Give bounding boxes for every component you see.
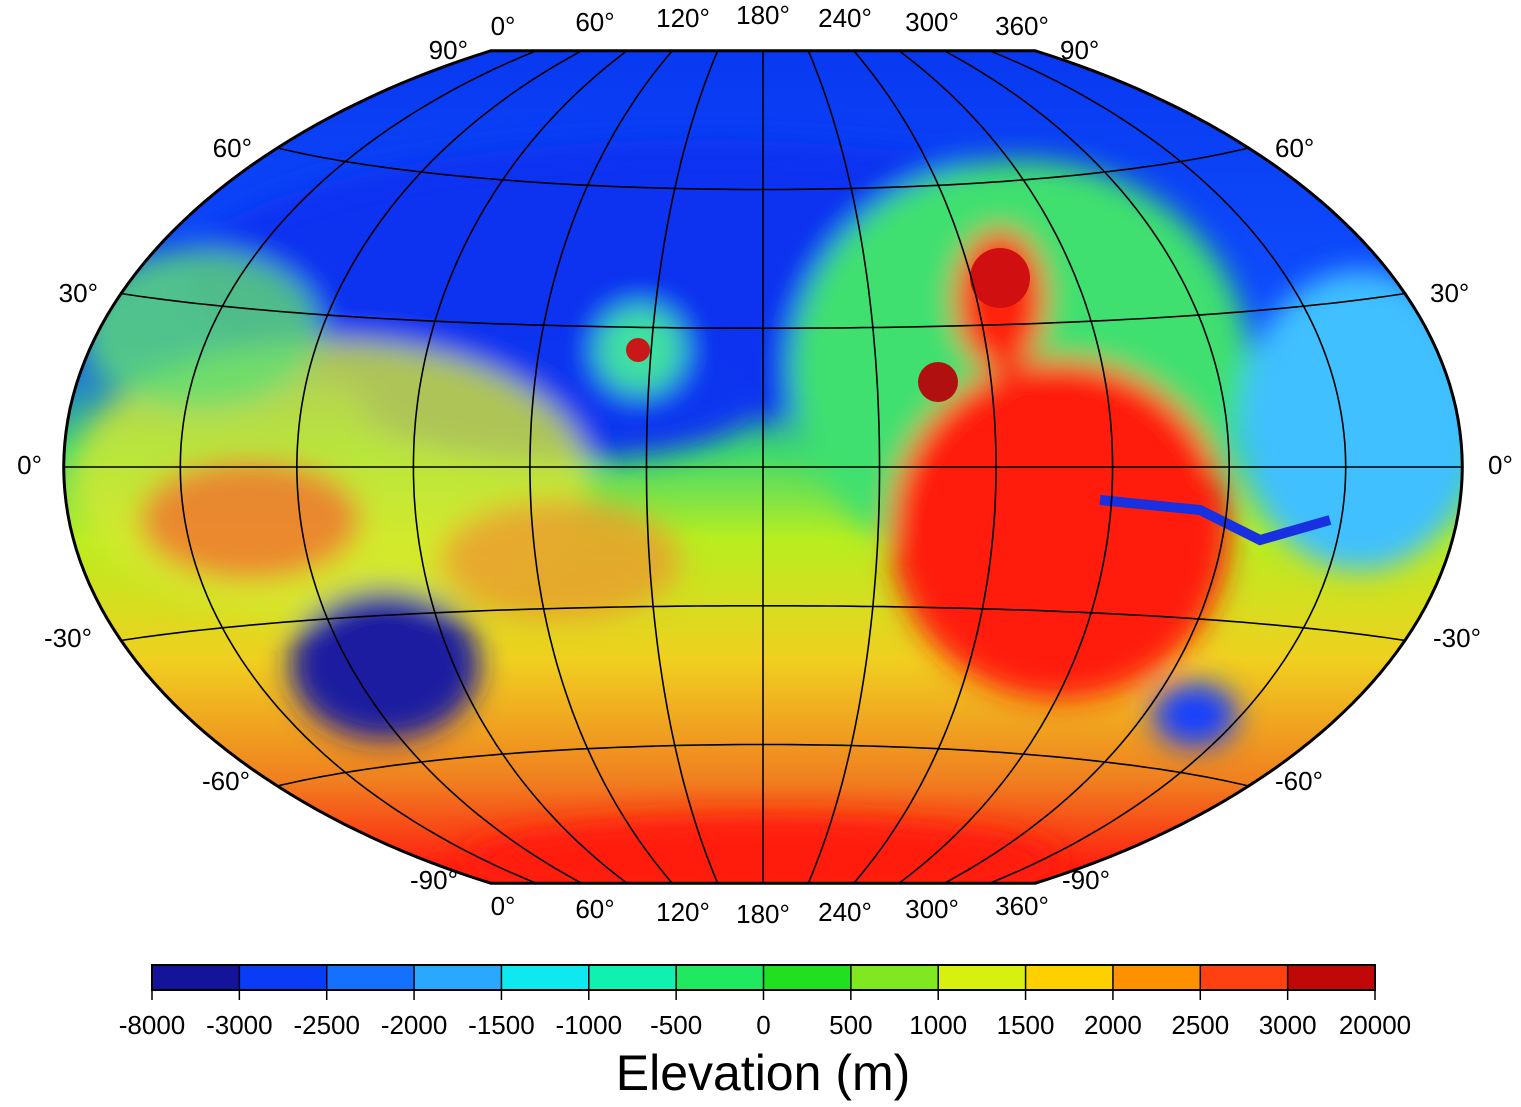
colorbar-segment	[1113, 965, 1201, 990]
colorbar-tick-label: -1000	[556, 1010, 623, 1040]
colorbar-tick-label: 2000	[1084, 1010, 1142, 1040]
colorbar-segment	[764, 965, 852, 990]
lat-label-left: -90°	[410, 865, 458, 895]
lon-label-top: 300°	[905, 7, 959, 37]
lon-label-bottom: 180°	[736, 899, 790, 929]
lon-label-bottom: 300°	[905, 894, 959, 924]
colorbar-segment	[676, 965, 764, 990]
lon-label-bottom: 360°	[995, 891, 1049, 921]
lon-label-top: 240°	[818, 3, 872, 33]
colorbar-tick-label: -3000	[206, 1010, 273, 1040]
colorbar-segment	[327, 965, 415, 990]
colorbar-tick-label: 20000	[1339, 1010, 1411, 1040]
lat-label-right: -60°	[1275, 766, 1323, 796]
lat-label-right: 60°	[1275, 133, 1314, 163]
lon-label-bottom: 120°	[656, 897, 710, 927]
colorbar-segment	[589, 965, 677, 990]
lon-label-top: 360°	[995, 11, 1049, 41]
lat-label-right: -30°	[1433, 623, 1481, 653]
colorbar-segment	[501, 965, 589, 990]
colorbar-segment	[414, 965, 502, 990]
colorbar: -8000 -3000 -2500 -2000 -1500 -1000 -500 0 500 10…	[119, 965, 1411, 1040]
colorbar-tick-label: 3000	[1259, 1010, 1317, 1040]
colorbar-tick-label: 0	[756, 1010, 770, 1040]
lon-label-top: 120°	[656, 3, 710, 33]
colorbar-tick-label: -500	[650, 1010, 702, 1040]
colorbar-tick-label: 1000	[909, 1010, 967, 1040]
colorbar-segment	[851, 965, 939, 990]
colorbar-tick-label: -2000	[381, 1010, 448, 1040]
lon-label-top: 60°	[575, 7, 614, 37]
colorbar-segment	[938, 965, 1026, 990]
colorbar-tick-label: -2500	[293, 1010, 360, 1040]
lat-label-left: -60°	[202, 766, 250, 796]
lat-label-left: 60°	[213, 133, 252, 163]
colorbar-tick-label: 2500	[1171, 1010, 1229, 1040]
lat-label-right: 30°	[1430, 278, 1469, 308]
lon-label-bottom: 240°	[818, 897, 872, 927]
colorbar-label: Elevation (m)	[616, 1045, 911, 1101]
lat-label-right: -90°	[1062, 865, 1110, 895]
colorbar-segment	[239, 965, 327, 990]
lat-label-left: 30°	[59, 278, 98, 308]
lat-label-right: 90°	[1060, 35, 1099, 65]
page: 0° 0° 60° 60° 120° 120° 180° 180° 240° 240° 300° 30…	[0, 0, 1521, 1107]
lat-label-right: 0°	[1488, 450, 1513, 480]
colorbar-tick-label: -1500	[468, 1010, 535, 1040]
colorbar-segment	[1026, 965, 1114, 990]
lon-label-top: 0°	[491, 11, 516, 41]
colorbar-tick-label: -8000	[119, 1010, 186, 1040]
map-figure: 0° 0° 60° 60° 120° 120° 180° 180° 240° 240° 300° 30…	[0, 0, 1521, 1107]
lat-label-left: -30°	[44, 623, 92, 653]
colorbar-segment	[1200, 965, 1288, 990]
lon-label-top: 180°	[736, 0, 790, 30]
colorbar-tick-label: 500	[829, 1010, 872, 1040]
lon-label-bottom: 0°	[491, 891, 516, 921]
lon-label-bottom: 60°	[575, 894, 614, 924]
colorbar-tick-label: 1500	[997, 1010, 1055, 1040]
colorbar-segment	[152, 965, 240, 990]
colorbar-segment	[1288, 965, 1376, 990]
lat-label-left: 90°	[429, 35, 468, 65]
lat-label-left: 0°	[17, 450, 42, 480]
